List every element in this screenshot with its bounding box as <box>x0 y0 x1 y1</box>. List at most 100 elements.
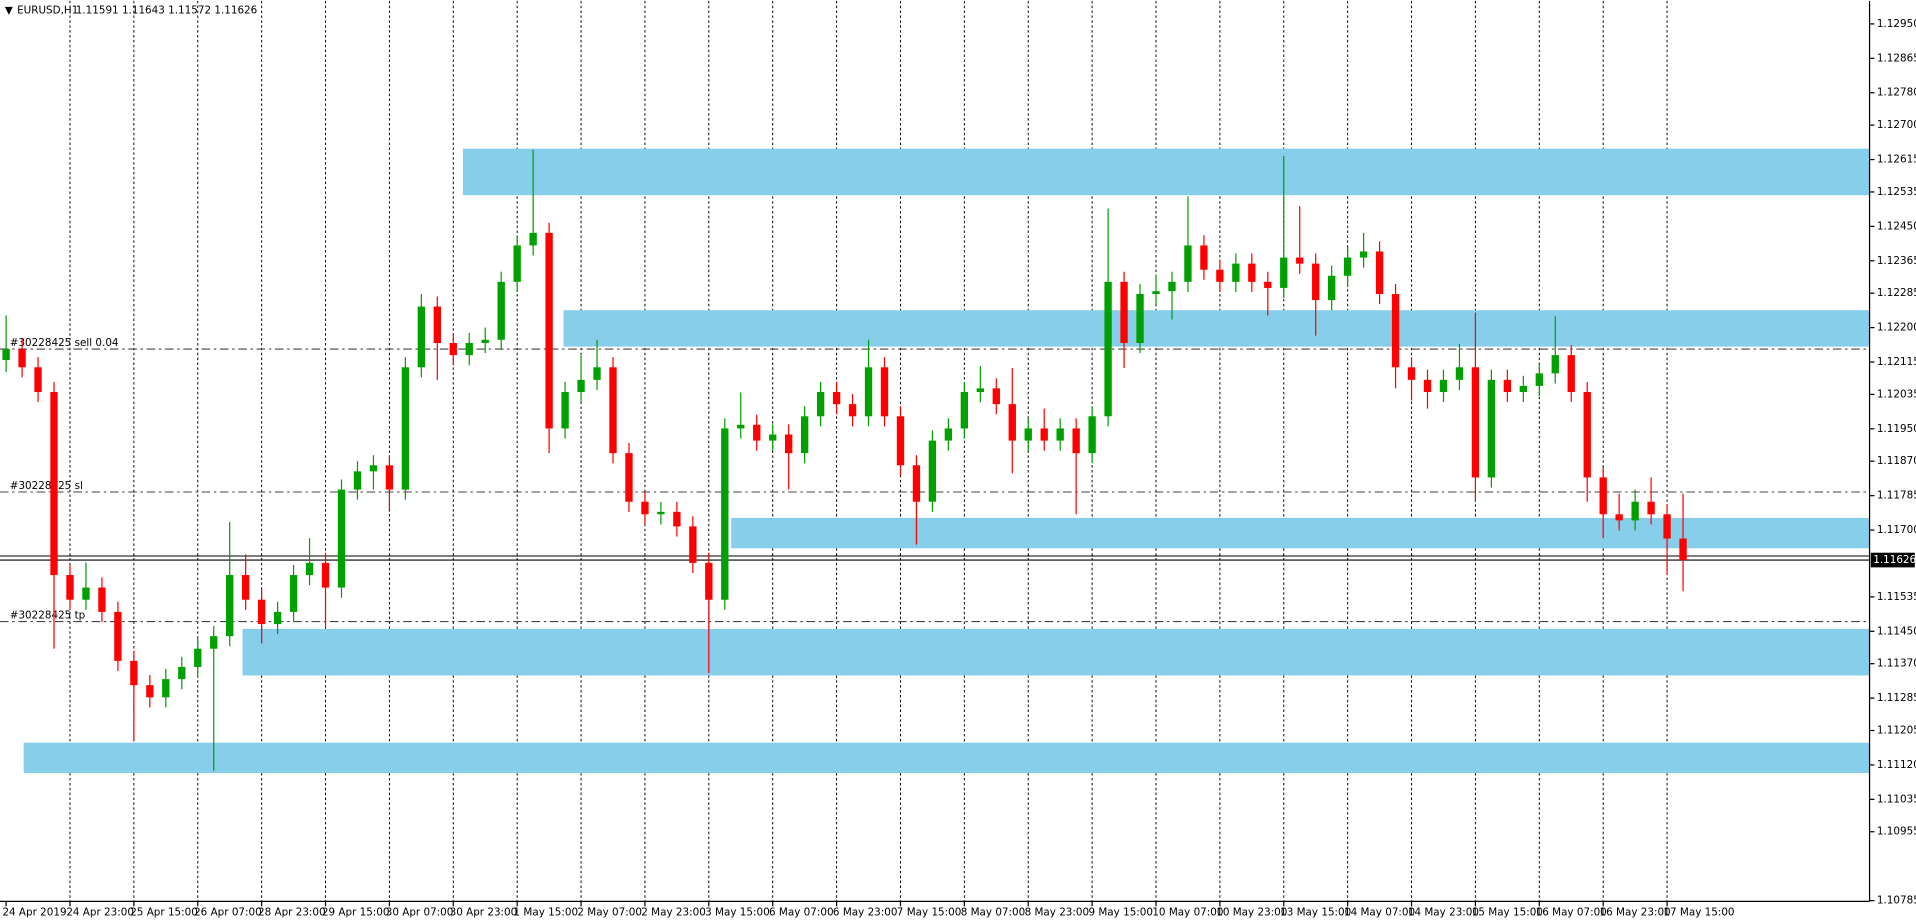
candle-body <box>657 511 665 515</box>
candle-body <box>1152 291 1160 294</box>
order-label: #30228425 sl <box>10 480 83 492</box>
y-tick-label: 1.11035 <box>1877 793 1916 805</box>
x-tick-label: 30 Apr 23:00 <box>450 906 518 918</box>
candle-body <box>944 428 953 441</box>
candle-body <box>242 575 250 600</box>
candle-body <box>816 391 825 417</box>
candle-body <box>337 489 346 588</box>
candle-body <box>385 465 394 490</box>
x-tick-label: 13 May 15:00 <box>1280 906 1351 918</box>
candle-body <box>960 391 969 429</box>
y-tick-label: 1.12780 <box>1877 87 1916 99</box>
candle-body <box>721 428 729 600</box>
x-tick-label: 8 May 07:00 <box>961 906 1026 918</box>
candle-body <box>753 424 761 441</box>
zone <box>462 148 1870 196</box>
y-tick-label: 1.11950 <box>1877 423 1916 435</box>
candle-body <box>449 342 457 356</box>
candle-body <box>689 526 697 563</box>
candle-body <box>1423 379 1432 392</box>
y-tick-label: 1.12365 <box>1877 255 1916 267</box>
candle-body <box>114 611 122 661</box>
x-tick-label: 30 Apr 07:00 <box>386 906 454 918</box>
candle-body <box>1471 367 1480 478</box>
candle-body <box>1264 281 1272 288</box>
x-tick-label: 14 May 07:00 <box>1344 906 1415 918</box>
y-tick-label: 1.12115 <box>1877 356 1916 368</box>
candle-body <box>401 367 410 490</box>
candle-body <box>1216 269 1224 282</box>
candle-body <box>609 367 617 454</box>
y-tick-label: 1.11205 <box>1877 725 1916 737</box>
candle-body <box>1631 501 1639 521</box>
candle-body <box>1359 251 1368 258</box>
x-tick-label: 6 May 07:00 <box>769 906 834 918</box>
candle-body <box>1296 257 1304 264</box>
x-tick-label: 29 Apr 15:00 <box>322 906 390 918</box>
y-tick-label: 1.12285 <box>1877 287 1916 299</box>
bid-box <box>1870 552 1915 568</box>
candle-body <box>369 465 378 472</box>
x-tick-label: 2 May 07:00 <box>577 906 642 918</box>
y-tick-label: 1.11870 <box>1877 455 1916 467</box>
y-tick-label: 1.12200 <box>1877 322 1916 334</box>
candle-body <box>832 391 841 405</box>
candle-body <box>465 342 473 356</box>
x-tick-label: 17 May 15:00 <box>1663 906 1734 918</box>
y-tick-label: 1.11785 <box>1877 490 1916 502</box>
candle-body <box>194 648 202 667</box>
x-tick-label: 9 May 15:00 <box>1088 906 1153 918</box>
candle-body <box>529 232 537 246</box>
x-tick-label: 10 May 07:00 <box>1152 906 1223 918</box>
candle-body <box>625 453 633 502</box>
candle-body <box>130 660 138 686</box>
zone <box>242 628 1870 676</box>
candle-body <box>1391 293 1400 368</box>
y-tick-label: 1.10785 <box>1877 895 1916 907</box>
candle-body <box>912 465 921 502</box>
candle-body <box>1679 538 1687 561</box>
candle-body <box>641 501 649 515</box>
y-tick-label: 1.11285 <box>1877 692 1916 704</box>
candle-body <box>1487 379 1496 478</box>
x-tick-label: 15 May 15:00 <box>1472 906 1543 918</box>
bid-label: 1.11626 <box>1873 554 1916 566</box>
x-tick-label: 1 May 15:00 <box>514 906 579 918</box>
candle-body <box>1663 514 1671 539</box>
candle-body <box>1168 281 1176 292</box>
candle-body <box>1008 404 1016 441</box>
candle-body <box>1583 391 1591 478</box>
candle-body <box>305 562 314 576</box>
candle-body <box>34 367 42 392</box>
candle-body <box>976 388 984 392</box>
candle-body <box>513 245 521 282</box>
candle-body <box>1535 373 1543 386</box>
candle-body <box>1184 245 1192 282</box>
candle-body <box>66 575 74 600</box>
y-tick-label: 1.10955 <box>1877 826 1916 838</box>
candle-body <box>1599 477 1607 515</box>
candle-body <box>1088 416 1096 454</box>
candle-body <box>289 575 298 612</box>
y-tick-label: 1.11535 <box>1877 591 1916 603</box>
y-tick-label: 1.12950 <box>1877 18 1916 30</box>
candle-body <box>800 416 809 454</box>
candle-body <box>1343 257 1352 276</box>
candle-body <box>1567 355 1575 392</box>
y-tick-label: 1.12450 <box>1877 220 1916 232</box>
candle-body <box>1439 379 1448 392</box>
zone <box>731 517 1870 549</box>
y-tick-label: 1.11120 <box>1877 759 1916 771</box>
title-arrow: ▼ <box>5 5 13 17</box>
candle-body <box>497 281 505 340</box>
order-label: #30228425 tp <box>10 609 86 621</box>
candle-body <box>1503 379 1512 392</box>
candle-body <box>928 440 937 502</box>
candle-body <box>673 511 681 527</box>
y-tick-label: 1.11370 <box>1877 658 1916 670</box>
candle-body <box>481 339 489 343</box>
candle-body <box>1232 263 1240 282</box>
candle-body <box>1056 428 1064 441</box>
